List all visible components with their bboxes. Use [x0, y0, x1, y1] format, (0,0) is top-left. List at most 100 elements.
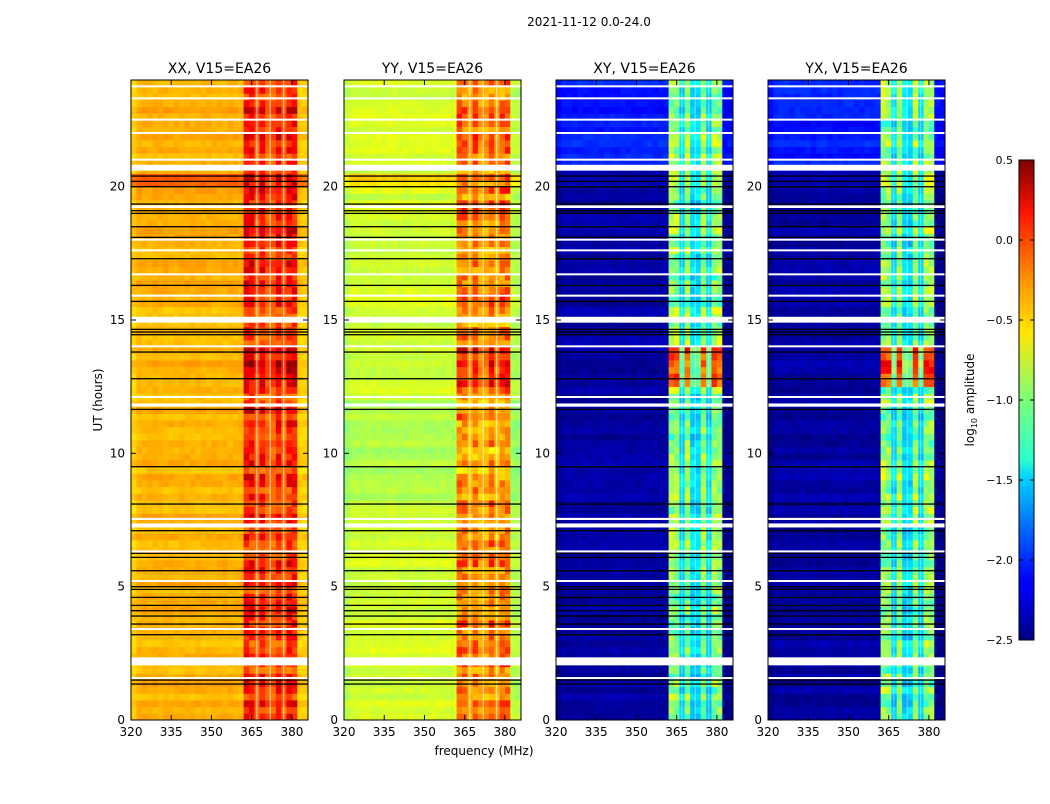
heatmap-cell [158, 173, 164, 180]
heatmap-cell [147, 440, 153, 447]
heatmap-cell [287, 447, 293, 454]
heatmap-cell [212, 360, 218, 367]
heatmap-cell [190, 367, 196, 374]
heatmap-cell [457, 613, 463, 620]
heatmap-cell [398, 540, 404, 547]
heatmap-cell [201, 560, 207, 567]
heatmap-cell [179, 560, 185, 567]
heatmap-cell [153, 707, 159, 714]
heatmap-cell [249, 507, 255, 514]
heatmap-cell [190, 467, 196, 474]
heatmap-cell [398, 507, 404, 514]
heatmap-cell [387, 453, 393, 460]
heatmap-cell [441, 493, 447, 500]
heatmap-cell [419, 467, 425, 474]
heatmap-cell [244, 573, 250, 580]
heatmap-cell [276, 307, 282, 314]
heatmap-cell [190, 220, 196, 227]
heatmap-cell [249, 640, 255, 647]
heatmap-cell [206, 380, 212, 387]
heatmap-cell [153, 467, 159, 474]
heatmap-cell [195, 687, 201, 694]
heatmap-cell [457, 573, 463, 580]
heatmap-cell [206, 560, 212, 567]
heatmap-cell [233, 140, 239, 147]
heatmap-cell [147, 707, 153, 714]
heatmap-cell [249, 293, 255, 300]
heatmap-cell [271, 260, 277, 267]
flagged-row [131, 132, 308, 134]
heatmap-cell [131, 480, 137, 487]
heatmap-cell [344, 600, 350, 607]
heatmap-cell [287, 240, 293, 247]
heatmap-cell [510, 627, 516, 634]
heatmap-cell [217, 440, 223, 447]
heatmap-cell [190, 600, 196, 607]
heatmap-cell [260, 327, 266, 334]
heatmap-cell [195, 533, 201, 540]
heatmap-cell [163, 613, 169, 620]
heatmap-cell [249, 433, 255, 440]
flagged-row [131, 550, 308, 552]
heatmap-cell [163, 120, 169, 127]
heatmap-cell [484, 413, 490, 420]
heatmap-cell [195, 360, 201, 367]
heatmap-cell [244, 87, 250, 94]
heatmap-cell [212, 260, 218, 267]
heatmap-cell [153, 93, 159, 100]
heatmap-cell [131, 447, 137, 454]
heatmap-cell [147, 673, 153, 680]
heatmap-cell [179, 87, 185, 94]
heatmap-cell [153, 367, 159, 374]
heatmap-cell [387, 647, 393, 654]
heatmap-cell [371, 587, 377, 594]
heatmap-cell [153, 440, 159, 447]
heatmap-cell [212, 140, 218, 147]
heatmap-cell [349, 387, 355, 394]
heatmap-cell [153, 693, 159, 700]
heatmap-cell [451, 420, 457, 427]
heatmap-cell [142, 413, 148, 420]
heatmap-cell [222, 240, 228, 247]
heatmap-cell [387, 613, 393, 620]
heatmap-cell [403, 587, 409, 594]
heatmap-cell [387, 493, 393, 500]
heatmap-cell [169, 380, 175, 387]
heatmap-cell [142, 87, 148, 94]
heatmap-cell [387, 713, 393, 720]
heatmap-cell [142, 460, 148, 467]
heatmap-cell [276, 487, 282, 494]
heatmap-cell [451, 407, 457, 414]
heatmap-cell [292, 367, 298, 374]
heatmap-cell [217, 107, 223, 114]
heatmap-cell [212, 220, 218, 227]
heatmap-cell [484, 533, 490, 540]
heatmap-cell [398, 420, 404, 427]
heatmap-cell [292, 587, 298, 594]
heatmap-cell [292, 433, 298, 440]
heatmap-cell [355, 700, 361, 707]
heatmap-cell [489, 420, 495, 427]
heatmap-cell [510, 433, 516, 440]
heatmap-cell [136, 347, 142, 354]
heatmap-cell [430, 447, 436, 454]
heatmap-cell [371, 480, 377, 487]
heatmap-cell [201, 327, 207, 334]
heatmap-cell [441, 560, 447, 567]
heatmap-cell [206, 133, 212, 140]
heatmap-cell [408, 367, 414, 374]
heatmap-cell [462, 387, 468, 394]
heatmap-cell [430, 640, 436, 647]
heatmap-cell [147, 280, 153, 287]
heatmap-cell [206, 447, 212, 454]
heatmap-cell [228, 347, 234, 354]
heatmap-cell [510, 493, 516, 500]
heatmap-cell [484, 447, 490, 454]
heatmap-cell [392, 640, 398, 647]
heatmap-cell [163, 693, 169, 700]
heatmap-cell [212, 693, 218, 700]
heatmap-cell [163, 673, 169, 680]
heatmap-cell [228, 473, 234, 480]
heatmap-cell [206, 280, 212, 287]
heatmap-cell [366, 687, 372, 694]
